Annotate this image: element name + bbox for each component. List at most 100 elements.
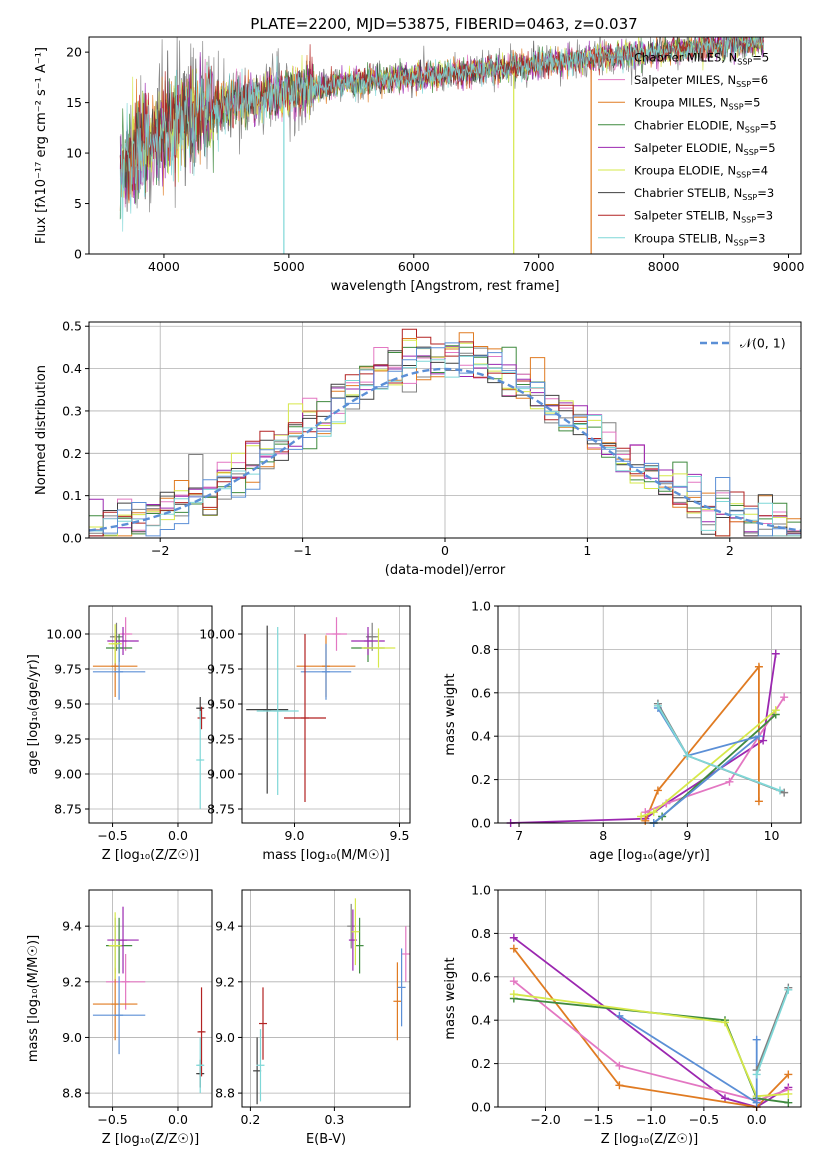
errorbar-layer <box>92 617 206 809</box>
weight-lines <box>506 649 789 827</box>
legend-label: Chabrier ELODIE, NSSP=5 <box>634 118 777 134</box>
figure-title: PLATE=2200, MJD=53875, FIBERID=0463, z=0… <box>250 15 637 33</box>
y-tick-label: 0.0 <box>62 531 82 546</box>
legend-label: 𝒩(0, 1) <box>740 336 786 351</box>
weight-marker <box>780 788 789 797</box>
weight-line-8 <box>755 989 790 1075</box>
errorbar-layer <box>246 617 396 802</box>
spectrum-line-9 <box>119 37 764 232</box>
errorbar-layer <box>92 906 206 1094</box>
y-tick-label: 9.75 <box>207 662 235 677</box>
x-tick-label: −2 <box>151 543 169 558</box>
spectrum-lines <box>119 37 764 254</box>
legend-name: Salpeter STELIB, N <box>634 209 741 223</box>
legend-n: =3 <box>757 186 774 200</box>
weight-marker <box>509 977 518 986</box>
plot-area <box>506 649 789 827</box>
legend-label: Chabrier STELIB, NSSP=3 <box>634 186 774 202</box>
legend: 𝒩(0, 1) <box>700 336 786 351</box>
plot-area <box>89 328 801 537</box>
panel-age_vs_Z: −0.5 0.0 8.75 9.00 9.25 9.50 9.75 10.00 Z [log₁₀… <box>26 605 213 863</box>
y-tick-label: 0.8 <box>471 642 491 657</box>
legend-sub: SSP <box>734 238 749 247</box>
x-tick-label: 0.3 <box>324 1112 344 1127</box>
axes-frame <box>88 36 802 255</box>
axes-frame <box>88 605 213 824</box>
y-axis-label: Flux [fλ10⁻¹⁷ erg cm⁻² s⁻¹ A⁻¹] <box>34 47 49 244</box>
x-axis-label: age [log₁₀(age/yr)] <box>589 848 710 863</box>
axes: 4000 5000 6000 7000 8000 9000 0 5 10 15 20 waveleng… <box>34 36 804 294</box>
legend-sub: SSP <box>737 58 752 67</box>
x-tick-label: −0.5 <box>97 828 127 843</box>
x-tick-label: 1 <box>583 543 591 558</box>
panel-residuals: −2 −1 0 1 2 0.0 0.1 0.2 0.3 0.4 0.5 (data-model)/er… <box>34 319 802 578</box>
legend-label: Chabrier MILES, NSSP=5 <box>634 51 769 67</box>
axes: −0.5 0.0 8.8 9.0 9.2 9.4 Z [log₁₀(Z/Z☉)] mass [… <box>26 889 213 1147</box>
x-tick-label: 5000 <box>273 259 305 274</box>
weight-marker <box>752 1070 761 1079</box>
x-tick-label: 7 <box>515 828 523 843</box>
legend-name: Salpeter ELODIE, N <box>634 141 744 155</box>
weight-marker <box>784 1098 793 1107</box>
panel-spectrum: 4000 5000 6000 7000 8000 9000 0 5 10 15 20 waveleng… <box>34 36 804 294</box>
legend-name: Chabrier ELODIE, N <box>634 118 745 132</box>
histogram-8 <box>89 328 801 537</box>
y-tick-label: 0.2 <box>471 1056 491 1071</box>
axes-frame <box>88 889 213 1108</box>
weight-marker <box>509 990 518 999</box>
weight-line-5 <box>513 993 789 1098</box>
plot-area <box>253 898 410 1105</box>
y-tick-label: 8.75 <box>54 802 82 817</box>
weight-marker <box>784 1070 793 1079</box>
x-axis-label: wavelength [Angstrom, rest frame] <box>331 279 560 294</box>
axes: 7 8 9 10 0.0 0.2 0.4 0.6 0.8 1.0 age [log₁₀(age/yr… <box>443 599 802 863</box>
y-tick-label: 0.4 <box>62 361 82 376</box>
panel-age_vs_mass: 9.0 9.5 8.75 9.00 9.25 9.50 9.75 10.00 mass [log… <box>199 605 411 863</box>
weight-marker <box>759 736 768 745</box>
y-tick-label: 9.25 <box>207 732 235 747</box>
weight-marker <box>725 777 734 786</box>
x-tick-label: −1.0 <box>636 1112 666 1127</box>
x-tick-label: −2.0 <box>530 1112 560 1127</box>
axes: −0.5 0.0 8.75 9.00 9.25 9.50 9.75 10.00 Z [log₁₀… <box>26 605 213 863</box>
errorbar-layer <box>253 898 410 1105</box>
x-tick-label: 0.2 <box>240 1112 260 1127</box>
x-tick-label: −0.5 <box>689 1112 719 1127</box>
x-tick-label: 0 <box>441 543 449 558</box>
x-axis-label: Z [log₁₀(Z/Z☉)] <box>601 1132 698 1147</box>
weight-marker <box>637 812 646 821</box>
weight-marker <box>752 1035 761 1044</box>
x-tick-label: 9 <box>683 828 691 843</box>
weight-marker <box>784 1089 793 1098</box>
weight-marker <box>780 693 789 702</box>
weight-marker <box>509 933 518 942</box>
y-tick-label: 8.75 <box>207 802 235 817</box>
y-tick-label: 0.2 <box>62 446 82 461</box>
axes-frame <box>497 889 802 1108</box>
grid-lines <box>89 890 212 1107</box>
weight-marker <box>615 1061 624 1070</box>
y-tick-label: 0.6 <box>471 969 491 984</box>
x-tick-label: −1 <box>293 543 311 558</box>
weight-line-6 <box>618 1015 758 1105</box>
x-tick-label: −0.5 <box>97 1112 127 1127</box>
y-tick-label: 8.8 <box>215 1086 235 1101</box>
legend-n: =4 <box>751 164 768 178</box>
weight-marker <box>784 985 793 994</box>
legend-n: =5 <box>752 51 769 65</box>
y-tick-label: 0.3 <box>62 403 82 418</box>
weight-marker <box>615 1081 624 1090</box>
plot-area <box>246 617 396 802</box>
y-axis-label: age [log₁₀(age/yr)] <box>26 654 41 775</box>
weight-marker <box>754 797 763 806</box>
x-axis-label: E(B-V) <box>306 1132 346 1147</box>
weight-marker <box>720 1018 729 1027</box>
x-axis-label: Z [log₁₀(Z/Z☉)] <box>102 1132 199 1147</box>
legend-sub: SSP <box>744 148 759 157</box>
legend-n: =3 <box>756 209 773 223</box>
axes: −2 −1 0 1 2 0.0 0.1 0.2 0.3 0.4 0.5 (data-model)/er… <box>34 319 802 578</box>
y-tick-label: 9.50 <box>54 697 82 712</box>
x-tick-label: 7000 <box>523 259 555 274</box>
x-tick-label: 6000 <box>398 259 430 274</box>
weight-marker <box>771 649 780 658</box>
